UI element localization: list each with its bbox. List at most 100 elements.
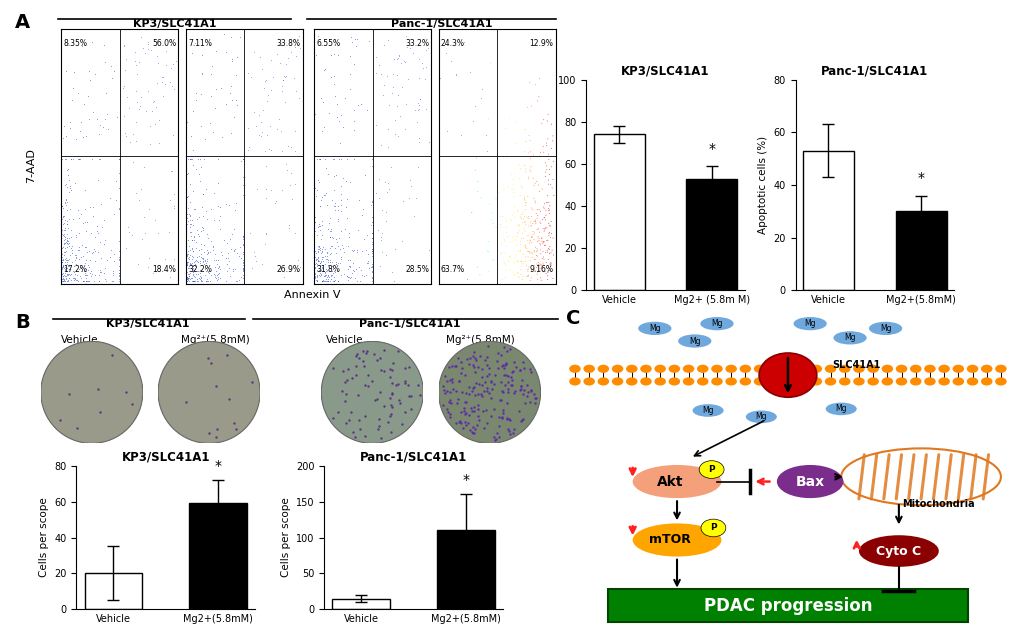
Point	[125, 129, 142, 139]
Point	[309, 276, 325, 286]
Point	[363, 259, 379, 269]
Point	[515, 207, 531, 218]
Point	[182, 258, 199, 269]
Point	[180, 168, 197, 178]
Point	[56, 274, 72, 284]
Point	[351, 415, 367, 425]
Text: C: C	[566, 309, 580, 329]
Point	[180, 269, 197, 279]
Point	[307, 246, 323, 256]
Point	[203, 235, 219, 246]
Point	[220, 248, 236, 258]
Point	[441, 395, 458, 405]
Point	[61, 389, 77, 399]
Point	[291, 262, 308, 272]
Point	[61, 117, 77, 128]
Point	[325, 276, 341, 286]
Point	[466, 382, 482, 392]
Point	[310, 256, 326, 266]
Point	[263, 185, 279, 195]
Point	[227, 70, 244, 80]
Point	[457, 397, 473, 407]
Point	[322, 71, 338, 82]
Point	[178, 272, 195, 283]
Point	[464, 427, 480, 438]
Point	[151, 115, 167, 125]
Point	[513, 239, 529, 249]
Point	[58, 255, 74, 265]
Point	[66, 261, 83, 271]
Point	[520, 252, 536, 262]
Point	[60, 235, 76, 246]
Point	[515, 218, 531, 228]
Point	[114, 83, 130, 93]
Point	[210, 154, 226, 164]
Point	[540, 204, 556, 214]
Point	[538, 258, 554, 268]
Point	[519, 271, 535, 281]
Point	[525, 389, 541, 399]
Point	[110, 204, 126, 214]
Point	[523, 385, 539, 396]
Point	[74, 218, 91, 228]
Point	[110, 255, 126, 265]
Point	[202, 276, 218, 286]
Point	[508, 256, 525, 266]
Point	[523, 233, 539, 243]
Point	[63, 241, 79, 251]
Point	[307, 109, 323, 119]
Point	[262, 145, 278, 156]
Point	[363, 232, 379, 242]
Point	[497, 123, 514, 133]
Point	[544, 131, 560, 141]
Point	[518, 260, 534, 271]
Point	[96, 40, 112, 50]
Point	[461, 359, 477, 369]
Point	[410, 54, 426, 64]
Point	[499, 383, 516, 394]
Point	[187, 276, 204, 286]
Point	[520, 172, 536, 182]
Point	[288, 266, 305, 276]
Point	[345, 105, 362, 115]
Point	[70, 241, 87, 251]
Point	[150, 228, 166, 238]
Point	[206, 269, 222, 279]
Point	[483, 215, 499, 225]
Point	[443, 360, 460, 371]
Text: *: *	[708, 142, 714, 156]
Point	[239, 145, 256, 155]
Point	[225, 245, 242, 255]
Point	[520, 230, 536, 241]
Point	[55, 260, 71, 271]
Point	[327, 205, 343, 216]
Point	[313, 234, 329, 244]
Point	[469, 411, 485, 421]
Point	[228, 52, 245, 62]
Point	[511, 406, 527, 417]
Point	[132, 184, 149, 194]
Point	[530, 260, 546, 270]
Point	[310, 253, 326, 263]
Text: P: P	[709, 523, 716, 533]
Point	[219, 265, 235, 276]
Point	[76, 204, 93, 214]
Point	[363, 276, 379, 286]
Point	[501, 251, 518, 262]
Point	[527, 254, 543, 264]
Circle shape	[158, 341, 260, 443]
Point	[87, 276, 103, 286]
Circle shape	[995, 377, 1006, 385]
Point	[63, 257, 79, 267]
Point	[360, 381, 376, 391]
Text: Mg: Mg	[879, 324, 891, 333]
Point	[516, 241, 532, 251]
Point	[314, 192, 330, 202]
Circle shape	[866, 377, 878, 385]
Point	[215, 29, 231, 39]
Point	[185, 232, 202, 242]
Point	[319, 271, 335, 281]
Point	[345, 124, 362, 135]
Point	[361, 36, 377, 47]
Point	[518, 167, 534, 177]
